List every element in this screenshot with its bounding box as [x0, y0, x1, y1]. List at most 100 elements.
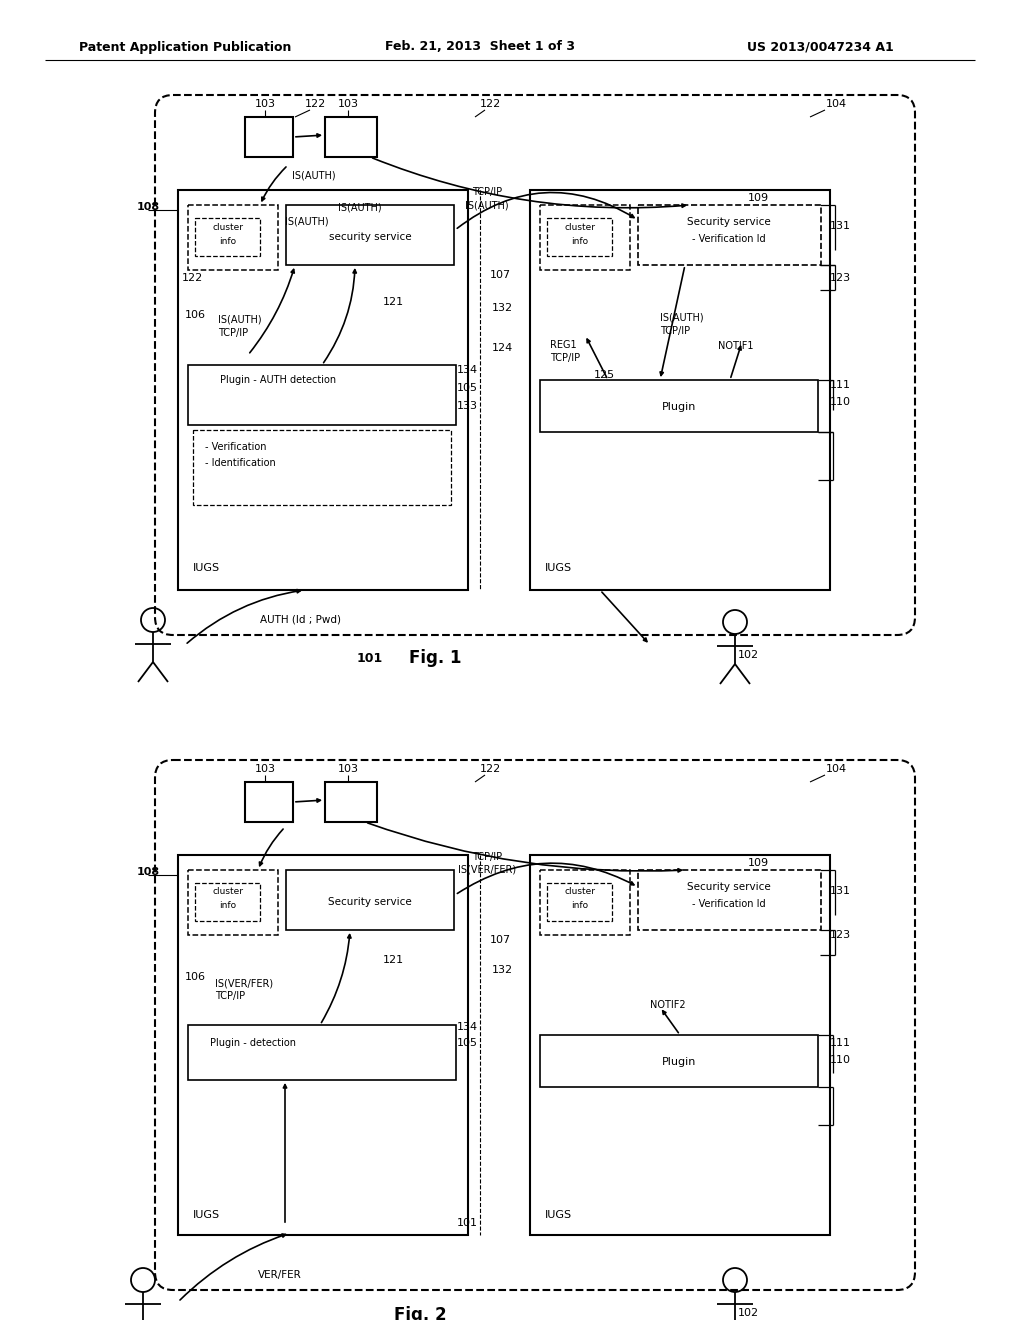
Text: TCP/IP: TCP/IP [218, 327, 248, 338]
Text: 121: 121 [382, 297, 403, 308]
Text: Plugin - detection: Plugin - detection [210, 1038, 296, 1048]
Text: 122: 122 [479, 99, 501, 110]
Text: 132: 132 [492, 304, 513, 313]
Text: 104: 104 [825, 764, 847, 774]
Text: IS(VER/FER): IS(VER/FER) [458, 865, 516, 875]
Text: Feb. 21, 2013  Sheet 1 of 3: Feb. 21, 2013 Sheet 1 of 3 [385, 41, 575, 54]
Text: VER/FER: VER/FER [258, 1270, 302, 1280]
Text: Security service: Security service [687, 882, 771, 892]
Bar [530, 190, 830, 590]
Text: 106: 106 [184, 972, 206, 982]
Bar [188, 205, 278, 271]
Text: 122: 122 [181, 273, 203, 282]
Bar [325, 781, 377, 822]
Text: Fig. 2: Fig. 2 [393, 1305, 446, 1320]
Text: 121: 121 [382, 954, 403, 965]
Text: REG1: REG1 [550, 341, 577, 350]
Bar [286, 870, 454, 931]
Bar [188, 1026, 456, 1080]
Bar [245, 117, 293, 157]
Text: AUTH (Id ; Pwd): AUTH (Id ; Pwd) [259, 615, 341, 624]
Bar [540, 1035, 818, 1086]
Text: TCP/IP: TCP/IP [660, 326, 690, 337]
Text: 111: 111 [829, 1038, 851, 1048]
Text: info: info [219, 902, 237, 911]
Text: 132: 132 [492, 965, 513, 975]
Text: IS(VER/FER): IS(VER/FER) [215, 978, 273, 987]
Text: info: info [219, 236, 237, 246]
Text: 102: 102 [737, 649, 759, 660]
Text: NOTIF2: NOTIF2 [650, 1001, 686, 1010]
Text: 110: 110 [829, 1055, 851, 1065]
Bar [195, 883, 260, 921]
Text: cluster: cluster [564, 223, 596, 231]
Text: 101: 101 [457, 1218, 477, 1228]
Text: 131: 131 [829, 220, 851, 231]
Text: - Identification: - Identification [205, 458, 275, 469]
Text: US 2013/0047234 A1: US 2013/0047234 A1 [746, 41, 893, 54]
Bar [530, 855, 830, 1236]
Bar [547, 218, 612, 256]
Bar [193, 430, 451, 506]
Text: cluster: cluster [564, 887, 596, 896]
Text: 123: 123 [829, 931, 851, 940]
Text: cluster: cluster [213, 223, 244, 231]
Text: Patent Application Publication: Patent Application Publication [79, 41, 291, 54]
Bar [540, 380, 818, 432]
Bar [638, 205, 821, 265]
Text: 109: 109 [748, 193, 769, 203]
Text: 101: 101 [357, 652, 383, 664]
Text: 122: 122 [479, 764, 501, 774]
Text: 122: 122 [304, 99, 326, 110]
Bar [245, 781, 293, 822]
FancyBboxPatch shape [155, 760, 915, 1290]
Text: 103: 103 [255, 99, 275, 110]
Text: - Verification Id: - Verification Id [692, 899, 766, 909]
Text: IS(AUTH): IS(AUTH) [338, 203, 382, 213]
Text: 134: 134 [457, 1022, 477, 1032]
Bar [188, 366, 456, 425]
Bar [540, 205, 630, 271]
FancyBboxPatch shape [155, 95, 915, 635]
Text: cluster: cluster [213, 887, 244, 896]
Text: 133: 133 [457, 401, 477, 411]
Bar [286, 205, 454, 265]
Bar [547, 883, 612, 921]
Text: Plugin: Plugin [662, 1057, 696, 1067]
Text: 131: 131 [829, 886, 851, 896]
Text: 106: 106 [184, 310, 206, 319]
Bar [195, 218, 260, 256]
Text: 108: 108 [136, 867, 160, 876]
Text: IS(AUTH): IS(AUTH) [660, 313, 703, 323]
Text: IUGS: IUGS [545, 564, 572, 573]
Text: 111: 111 [829, 380, 851, 389]
Text: TCP/IP: TCP/IP [472, 851, 502, 862]
Text: 102: 102 [737, 1308, 759, 1317]
Bar [188, 870, 278, 935]
Text: 103: 103 [338, 764, 358, 774]
Text: - Verification Id: - Verification Id [692, 234, 766, 244]
Text: Plugin: Plugin [662, 403, 696, 412]
Text: IUGS: IUGS [545, 1210, 572, 1220]
Bar [178, 855, 468, 1236]
Text: 105: 105 [457, 383, 477, 393]
Bar [325, 117, 377, 157]
Text: Security service: Security service [687, 216, 771, 227]
Text: IS(AUTH): IS(AUTH) [218, 315, 261, 325]
Text: Plugin - AUTH detection: Plugin - AUTH detection [220, 375, 336, 385]
Text: TCP/IP: TCP/IP [472, 187, 502, 197]
Text: IUGS: IUGS [193, 1210, 220, 1220]
Bar [178, 190, 468, 590]
Text: info: info [571, 902, 589, 911]
Text: 103: 103 [338, 99, 358, 110]
Text: TCP/IP: TCP/IP [550, 352, 581, 363]
Text: IS(AUTH): IS(AUTH) [285, 216, 329, 227]
Text: 107: 107 [489, 271, 511, 280]
Text: IS(AUTH): IS(AUTH) [292, 170, 336, 180]
Text: Security service: Security service [328, 898, 412, 907]
Text: NOTIF1: NOTIF1 [718, 341, 754, 351]
Text: 103: 103 [255, 764, 275, 774]
Text: info: info [571, 236, 589, 246]
Text: 110: 110 [829, 397, 851, 407]
Text: 104: 104 [825, 99, 847, 110]
